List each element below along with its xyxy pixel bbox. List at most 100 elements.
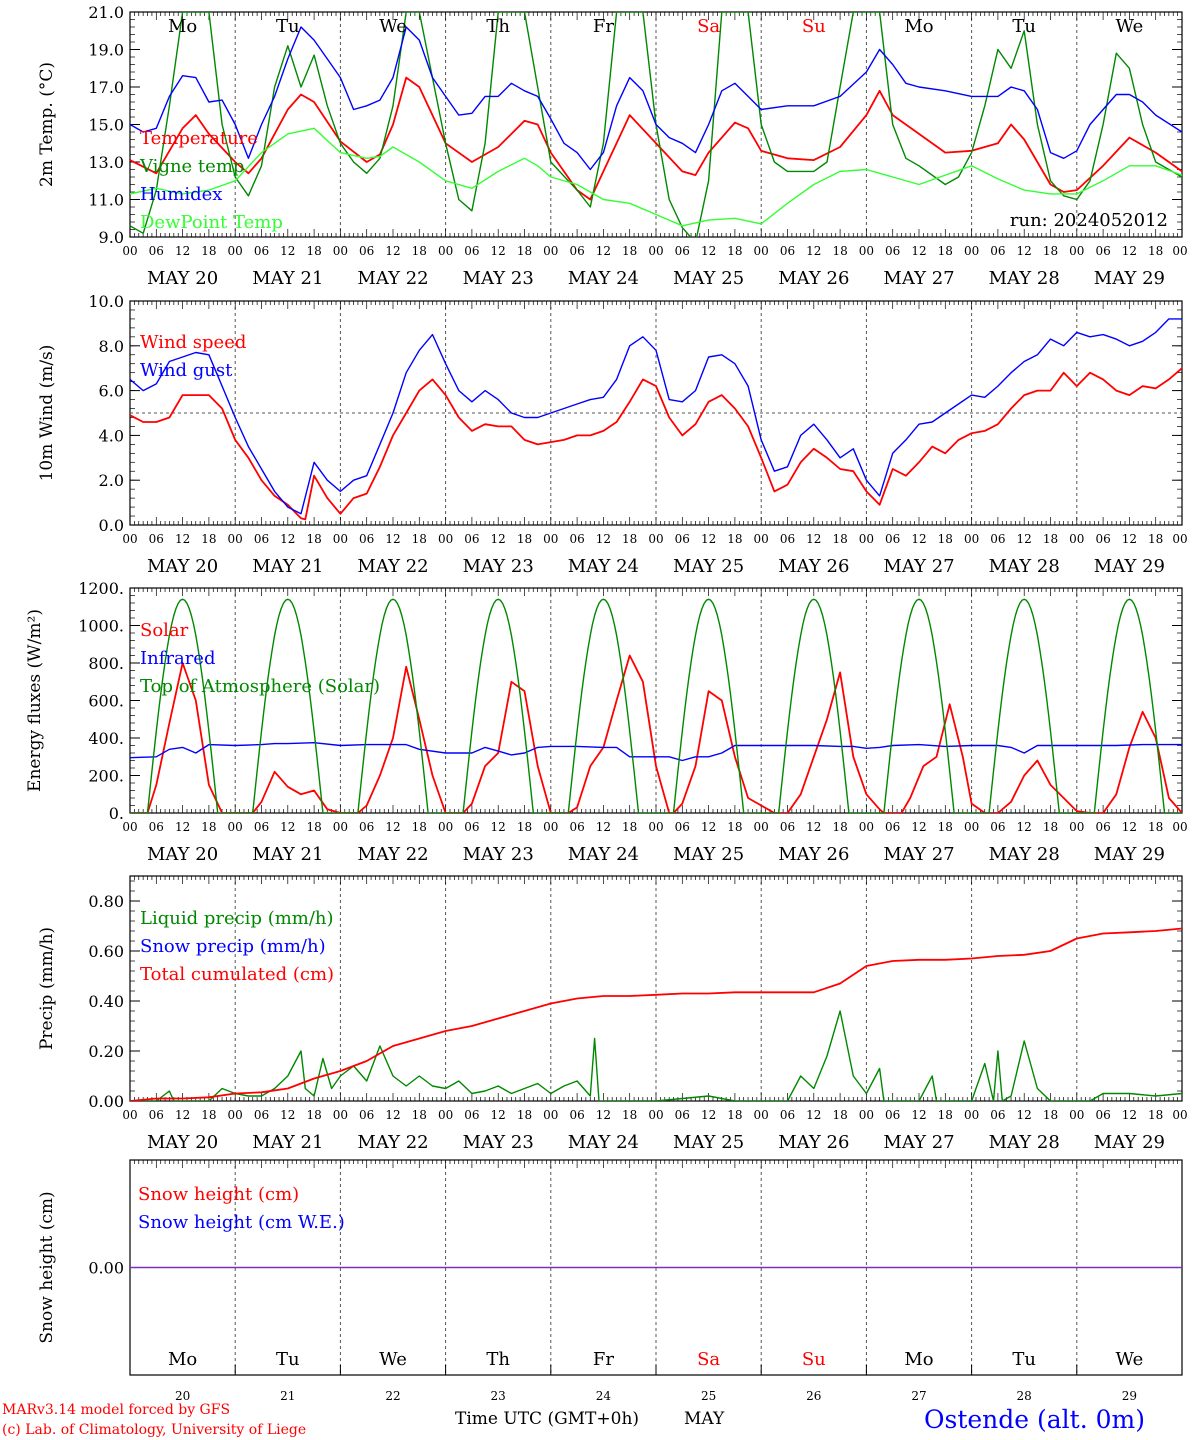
hour-tick-label: 06	[885, 244, 900, 258]
weekday-label: Mo	[168, 1349, 197, 1370]
day-label: MAY 22	[357, 1132, 428, 1153]
day-label: MAY 21	[252, 1132, 323, 1153]
weekday-label: We	[379, 1349, 407, 1370]
hour-tick-label: 18	[938, 820, 953, 834]
panel-1: 9.0 11.0 13.0 15.0 17.0 19.0 21.0 2m Temp. (°C)…	[37, 3, 1188, 289]
y-tick-label: 0.80	[88, 892, 124, 911]
day-label: MAY 22	[357, 268, 428, 289]
hour-tick-label: 00	[859, 820, 874, 834]
legend-entry: Vigne temp	[139, 156, 244, 177]
y-tick-label: 200.	[88, 767, 124, 786]
hour-tick-label: 12	[701, 532, 716, 546]
hour-tick-label: 18	[517, 532, 532, 546]
hour-tick-label: 06	[990, 1108, 1005, 1122]
panel-5: 0.00 Snow height (cm) Snow height (cm) Snow…	[37, 1159, 1183, 1403]
day-number-label: 29	[1122, 1389, 1137, 1403]
hour-tick-label: 00	[228, 1108, 243, 1122]
legend-entry: Infrared	[140, 648, 215, 669]
hour-tick-label: 00	[648, 820, 663, 834]
y-axis-label: Energy fluxes (W/m²)	[25, 609, 45, 792]
hour-tick-label: 12	[1017, 820, 1032, 834]
credit-lab: (c) Lab. of Climatology, University of L…	[2, 1422, 306, 1438]
hour-tick-label: 06	[675, 820, 690, 834]
series-line-vigne-temp	[130, 12, 1182, 237]
hour-tick-label: 00	[754, 820, 769, 834]
day-label: MAY 24	[568, 556, 639, 577]
day-label: MAY 28	[989, 268, 1060, 289]
hour-tick-label: 18	[201, 820, 216, 834]
day-label: MAY 24	[568, 1132, 639, 1153]
y-tick-label: 0.40	[88, 992, 124, 1011]
hour-tick-label: 06	[464, 1108, 479, 1122]
hour-tick-label: 00	[859, 1108, 874, 1122]
day-label: MAY 25	[673, 556, 744, 577]
hour-tick-label: 18	[727, 820, 742, 834]
legend-entry: DewPoint Temp	[140, 212, 283, 233]
hour-tick-label: 18	[938, 1108, 953, 1122]
hour-tick-label: 00	[122, 244, 137, 258]
hour-tick-label: 18	[832, 244, 847, 258]
hour-tick-label: 06	[464, 820, 479, 834]
hour-tick-label: 06	[464, 532, 479, 546]
hour-tick-label: 18	[1148, 532, 1163, 546]
hour-tick-label: 00	[964, 1108, 979, 1122]
day-label: MAY 27	[883, 268, 954, 289]
day-label: MAY 26	[778, 1132, 849, 1153]
y-tick-label: 15.0	[88, 116, 124, 135]
hour-tick-label: 06	[359, 820, 374, 834]
y-tick-label: 2.0	[99, 471, 124, 490]
y-tick-label: 9.0	[99, 228, 124, 247]
y-tick-label: 21.0	[88, 3, 124, 22]
hour-tick-label: 12	[806, 532, 821, 546]
hour-tick-label: 18	[306, 820, 321, 834]
hour-tick-label: 06	[675, 532, 690, 546]
hour-tick-label: 00	[543, 1108, 558, 1122]
hour-tick-label: 06	[149, 532, 164, 546]
day-label: MAY 25	[673, 1132, 744, 1153]
hour-tick-label: 00	[228, 532, 243, 546]
hour-tick-label: 18	[832, 820, 847, 834]
series-line-wind-speed	[130, 367, 1182, 521]
legend-entry: Liquid precip (mm/h)	[140, 908, 334, 929]
hour-tick-label: 18	[1043, 532, 1058, 546]
hour-tick-label: 00	[1069, 532, 1084, 546]
hour-tick-label: 18	[517, 244, 532, 258]
hour-tick-label: 00	[648, 244, 663, 258]
hour-tick-label: 12	[385, 532, 400, 546]
hour-tick-label: 00	[122, 532, 137, 546]
panel-2: 0.0 2.0 4.0 6.0 8.0 10.0 10m Wind (m/s) Wind sp…	[37, 292, 1188, 577]
day-label: MAY 25	[673, 268, 744, 289]
day-label: MAY 28	[989, 556, 1060, 577]
y-tick-label: 0.60	[88, 942, 124, 961]
day-label: MAY 22	[357, 556, 428, 577]
hour-tick-label: 18	[1148, 244, 1163, 258]
y-tick-label: 1000.	[78, 617, 124, 636]
day-label: MAY 23	[463, 556, 534, 577]
hour-tick-label: 06	[780, 532, 795, 546]
hour-tick-label: 00	[648, 532, 663, 546]
y-tick-label: 13.0	[88, 153, 124, 172]
day-label: MAY 29	[1094, 844, 1165, 865]
hour-tick-label: 12	[911, 532, 926, 546]
y-tick-label: 0.	[109, 804, 124, 823]
day-label: MAY 21	[252, 268, 323, 289]
day-label: MAY 23	[463, 268, 534, 289]
legend-entry: Snow height (cm)	[138, 1184, 299, 1205]
hour-tick-label: 12	[175, 532, 190, 546]
hour-tick-label: 12	[1017, 1108, 1032, 1122]
y-axis-label: 10m Wind (m/s)	[37, 345, 57, 482]
day-label: MAY 23	[463, 1132, 534, 1153]
day-label: MAY 21	[252, 844, 323, 865]
day-number-label: 28	[1017, 1389, 1032, 1403]
y-tick-label: 600.	[88, 692, 124, 711]
series-line-temperature	[130, 76, 1182, 201]
day-label: MAY 24	[568, 268, 639, 289]
y-tick-label: 17.0	[88, 78, 124, 97]
y-tick-label: 8.0	[99, 337, 124, 356]
day-label: MAY 29	[1094, 556, 1165, 577]
day-label: MAY 22	[357, 844, 428, 865]
day-number-label: 20	[175, 1389, 190, 1403]
hour-tick-label: 12	[911, 820, 926, 834]
legend-entry: Wind gust	[140, 360, 233, 381]
hour-tick-label: 06	[569, 1108, 584, 1122]
